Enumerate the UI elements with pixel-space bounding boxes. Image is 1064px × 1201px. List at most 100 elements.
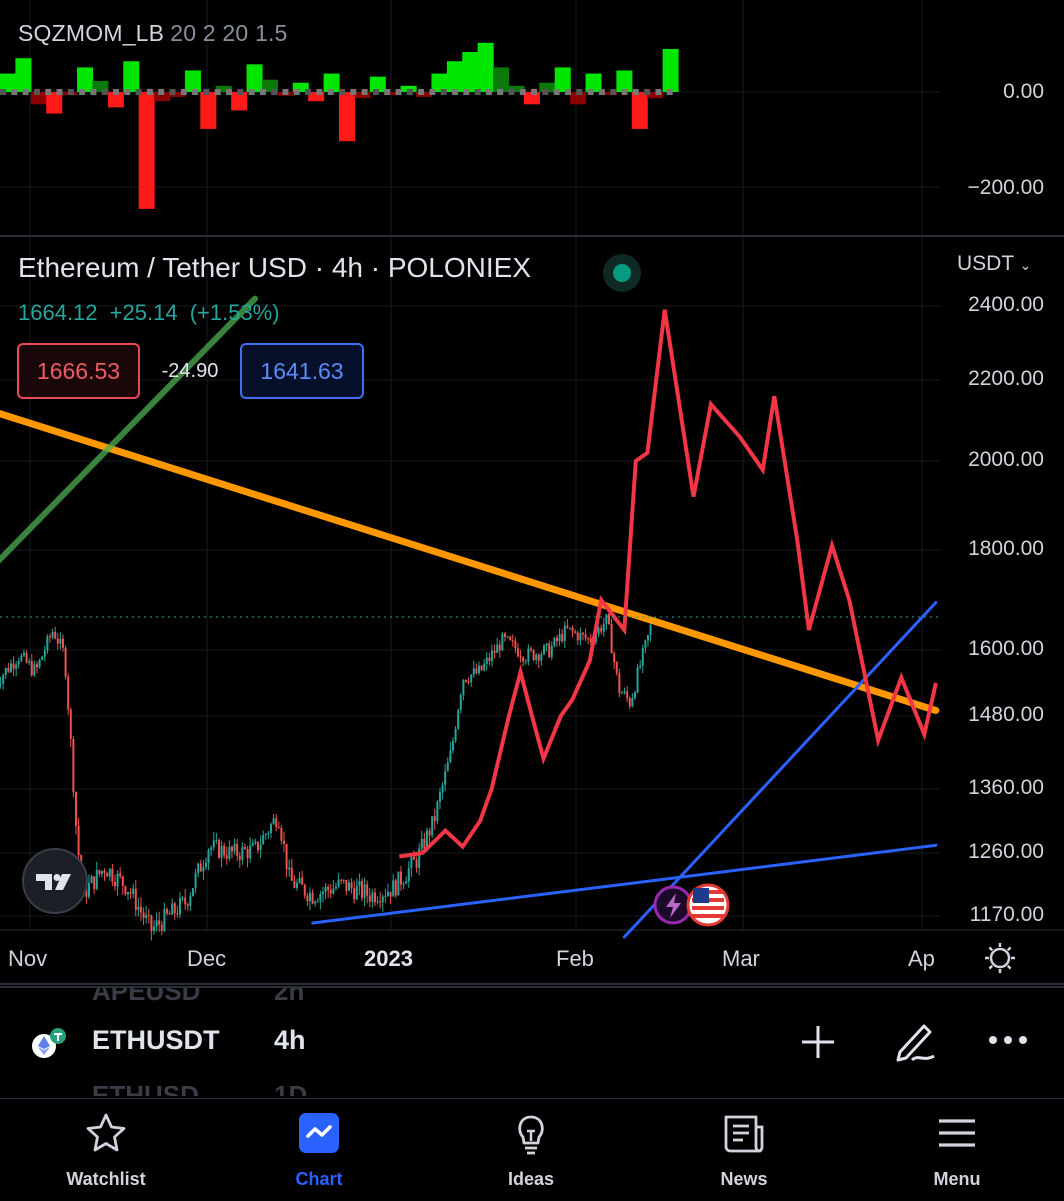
momentum-bar xyxy=(647,92,664,99)
candle-body xyxy=(373,892,376,903)
candle-body xyxy=(600,627,603,632)
nav-label: Chart xyxy=(295,1169,343,1189)
candle-body xyxy=(48,636,51,638)
candle-body xyxy=(363,884,366,898)
settings-gear-icon[interactable] xyxy=(985,943,1015,973)
price-tick: 1260.00 xyxy=(968,840,1044,863)
symbol-title[interactable]: Ethereum / Tether USD · 4h · POLONIEX xyxy=(18,252,532,283)
next-interval[interactable]: 1D xyxy=(274,1080,308,1096)
candle-body xyxy=(641,647,644,666)
tradingview-logo-icon[interactable] xyxy=(22,848,88,914)
candle-body xyxy=(431,816,434,836)
squeeze-dot xyxy=(666,89,673,95)
symbol-name[interactable]: ETHUSDT xyxy=(92,1025,220,1055)
candle-body xyxy=(584,634,587,639)
prev-interval[interactable]: 2h xyxy=(274,986,305,1006)
squeeze-dot xyxy=(327,89,334,95)
candle-body xyxy=(191,888,194,897)
candle-body xyxy=(358,881,361,886)
candle-body xyxy=(436,801,439,821)
indicator-title[interactable]: SQZMOM_LB 20 2 20 1.5 xyxy=(18,20,288,47)
momentum-bar xyxy=(508,85,525,92)
interval-name[interactable]: 4h xyxy=(274,1025,306,1055)
projection-line xyxy=(399,309,938,859)
candle-body xyxy=(241,846,244,860)
candle-body xyxy=(454,728,457,741)
candle-body xyxy=(488,657,491,662)
candle-body xyxy=(0,683,2,685)
squeeze-dot xyxy=(395,89,402,95)
squeeze-dot xyxy=(384,89,391,95)
prev-symbol[interactable]: APEUSD xyxy=(92,986,201,1006)
candle-body xyxy=(340,879,343,881)
squeeze-dot xyxy=(158,89,165,95)
candle-body xyxy=(77,825,80,856)
candle-body xyxy=(350,882,353,889)
more-icon[interactable] xyxy=(988,1030,1028,1055)
candle-body xyxy=(337,879,340,887)
squeeze-dot xyxy=(67,89,74,95)
momentum-bar xyxy=(554,67,571,92)
candle-body xyxy=(441,784,444,793)
nav-chart[interactable]: Chart xyxy=(249,1099,389,1201)
candle-body xyxy=(566,625,569,628)
candle-body xyxy=(108,868,111,877)
candle-body xyxy=(644,640,647,648)
candlesticks xyxy=(0,612,652,941)
candle-body xyxy=(558,634,561,641)
candle-body xyxy=(225,855,228,859)
lightbulb-icon xyxy=(518,1115,544,1155)
candle-body xyxy=(623,691,626,693)
nav-watchlist[interactable]: Watchlist xyxy=(36,1099,176,1201)
draw-pen-icon[interactable] xyxy=(890,1016,938,1069)
currency-selector[interactable]: USDT ⌄ xyxy=(957,252,1031,276)
squeeze-dot xyxy=(339,89,345,95)
momentum-bar xyxy=(231,92,248,111)
buy-button[interactable]: 1641.63 xyxy=(240,343,364,399)
candle-body xyxy=(189,896,192,906)
candle-body xyxy=(111,868,114,882)
candle-body xyxy=(147,914,150,916)
candle-body xyxy=(498,644,501,651)
squeeze-dot xyxy=(0,89,6,95)
squeeze-dot xyxy=(474,89,481,95)
candle-body xyxy=(272,818,275,825)
indicator-params: 20 2 20 1.5 xyxy=(170,20,288,46)
candle-body xyxy=(579,632,582,641)
candle-body xyxy=(355,885,358,900)
candle-body xyxy=(360,881,363,898)
next-symbol[interactable]: ETHUSD xyxy=(92,1080,199,1096)
momentum-bar xyxy=(138,92,155,209)
symbol-picker-bar[interactable]: APEUSD 2h ETHUSD 1D xyxy=(0,986,1064,1096)
candle-body xyxy=(301,877,304,885)
candle-body xyxy=(423,838,426,849)
candle-body xyxy=(620,692,623,694)
candle-body xyxy=(134,888,137,910)
nav-menu[interactable]: Menu xyxy=(887,1099,1027,1201)
momentum-bar xyxy=(446,61,463,92)
nav-news[interactable]: News xyxy=(674,1099,814,1201)
squeeze-dot xyxy=(508,89,515,95)
candle-body xyxy=(113,881,116,887)
nav-ideas[interactable]: Ideas xyxy=(461,1099,601,1201)
price-change-legend: 1664.12 +25.14 (+1.53%) xyxy=(18,300,286,326)
candle-body xyxy=(106,873,109,877)
candle-body xyxy=(493,650,496,653)
sell-button[interactable]: 1666.53 xyxy=(17,343,140,399)
candle-body xyxy=(155,920,158,927)
candle-body xyxy=(516,648,519,657)
squeeze-dot xyxy=(101,89,108,95)
candle-body xyxy=(402,883,405,885)
candle-body xyxy=(480,665,483,671)
squeeze-dot xyxy=(271,89,278,95)
candle-body xyxy=(524,661,527,663)
candle-body xyxy=(485,657,488,664)
candle-body xyxy=(41,656,44,660)
add-icon[interactable] xyxy=(798,1022,838,1067)
candle-body xyxy=(220,845,223,858)
squeeze-dot xyxy=(56,89,63,95)
candle-body xyxy=(15,664,18,669)
chart-canvas[interactable] xyxy=(0,0,1064,985)
last-price: 1664.12 xyxy=(18,300,98,325)
event-icons[interactable] xyxy=(653,883,730,927)
